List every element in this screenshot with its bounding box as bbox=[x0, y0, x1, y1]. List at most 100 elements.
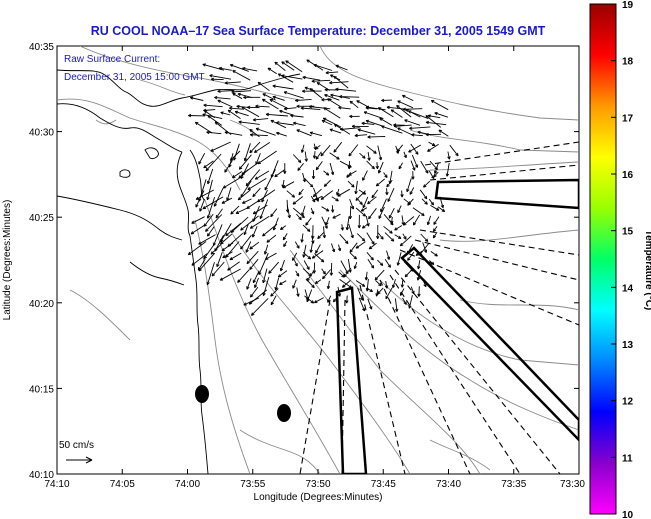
current-vector bbox=[407, 110, 429, 120]
current-vector bbox=[317, 232, 325, 240]
current-vector bbox=[282, 181, 295, 189]
current-vector bbox=[277, 73, 294, 83]
current-vector bbox=[384, 259, 391, 268]
current-vector bbox=[243, 143, 251, 162]
current-vector bbox=[429, 260, 435, 266]
current-vector bbox=[279, 259, 285, 272]
current-vector bbox=[217, 89, 234, 93]
current-vector bbox=[209, 74, 232, 80]
current-vector bbox=[367, 135, 386, 139]
current-vector bbox=[269, 98, 288, 109]
current-vector bbox=[433, 216, 440, 225]
current-vector bbox=[426, 215, 432, 226]
map-frame bbox=[56, 45, 580, 475]
current-vector bbox=[229, 150, 241, 161]
current-vector bbox=[406, 244, 414, 255]
current-vector bbox=[321, 268, 326, 275]
current-vector bbox=[439, 196, 445, 209]
current-vector bbox=[333, 141, 343, 153]
current-vector bbox=[213, 187, 224, 207]
current-vector bbox=[384, 280, 389, 289]
current-vector bbox=[241, 106, 260, 118]
current-vector bbox=[386, 179, 393, 188]
current-vector bbox=[368, 242, 377, 250]
colorbar-tick-label: 13 bbox=[622, 340, 634, 351]
current-vector bbox=[224, 81, 241, 85]
current-vector bbox=[255, 104, 270, 108]
current-vector bbox=[367, 298, 373, 310]
y-tick-label: 40:35 bbox=[29, 42, 54, 53]
current-vector bbox=[377, 287, 384, 295]
current-vector bbox=[329, 128, 342, 134]
current-vector bbox=[420, 160, 429, 174]
current-vector bbox=[408, 295, 413, 309]
current-vector bbox=[354, 133, 368, 138]
y-tick-label: 40:15 bbox=[29, 384, 54, 395]
current-vector bbox=[393, 124, 412, 128]
current-vector bbox=[322, 117, 342, 128]
scale-label: 50 cm/s bbox=[59, 440, 94, 451]
current-vector bbox=[210, 243, 222, 255]
y-tick-label: 40:25 bbox=[29, 213, 54, 224]
current-vector bbox=[367, 196, 377, 205]
current-vector bbox=[304, 177, 314, 188]
current-vector bbox=[377, 145, 383, 161]
current-vector bbox=[202, 196, 224, 210]
buoy-marker bbox=[195, 385, 209, 403]
current-vector bbox=[308, 105, 331, 110]
current-vector bbox=[199, 198, 206, 212]
current-vector bbox=[358, 199, 363, 206]
current-vector bbox=[251, 226, 258, 238]
colorbar-tick-label: 19 bbox=[622, 0, 634, 11]
current-vector bbox=[272, 84, 294, 90]
current-vector bbox=[227, 232, 244, 247]
current-vector bbox=[447, 151, 451, 160]
current-vector bbox=[349, 114, 360, 119]
current-vector bbox=[187, 241, 207, 256]
current-vector bbox=[312, 188, 322, 198]
current-vector bbox=[409, 187, 415, 195]
current-vector bbox=[206, 262, 215, 286]
current-vector bbox=[190, 224, 206, 235]
current-vector bbox=[205, 214, 223, 232]
y-axis-label: Latitude (Degrees:Minutes) bbox=[2, 200, 13, 321]
current-vector bbox=[340, 127, 360, 131]
colorbar-tick-label: 10 bbox=[622, 510, 634, 519]
current-vector bbox=[374, 269, 385, 281]
current-vector bbox=[231, 90, 252, 94]
current-vector bbox=[329, 81, 349, 85]
current-vector bbox=[309, 241, 314, 253]
current-vector bbox=[315, 244, 321, 254]
current-vector bbox=[237, 92, 253, 98]
current-vector bbox=[410, 160, 416, 171]
current-vector bbox=[296, 287, 300, 297]
current-vector bbox=[335, 64, 348, 71]
colorbar-tick-label: 17 bbox=[622, 113, 634, 124]
current-vector bbox=[198, 252, 216, 272]
current-vector bbox=[348, 205, 352, 220]
y-tick-label: 40:30 bbox=[29, 128, 54, 139]
current-vector bbox=[221, 197, 233, 204]
current-vector bbox=[438, 129, 449, 137]
current-vector bbox=[283, 106, 297, 111]
current-vector bbox=[304, 151, 308, 162]
current-vector bbox=[206, 196, 216, 219]
current-vector bbox=[320, 144, 331, 157]
current-vector bbox=[357, 128, 376, 135]
current-vector bbox=[358, 297, 366, 312]
current-vector bbox=[338, 106, 351, 110]
current-vector bbox=[390, 109, 403, 118]
current-vector bbox=[415, 250, 423, 256]
current-vector bbox=[355, 241, 366, 249]
current-vector bbox=[243, 297, 260, 306]
current-vector bbox=[390, 216, 394, 224]
current-vector bbox=[341, 280, 351, 288]
current-vector bbox=[362, 196, 369, 209]
current-vector bbox=[349, 242, 358, 253]
current-vector bbox=[432, 225, 438, 232]
current-vector bbox=[314, 195, 323, 201]
current-vector bbox=[296, 129, 312, 137]
current-vector bbox=[428, 141, 436, 147]
colorbar-label: Temperature (°C) bbox=[643, 230, 651, 311]
current-vector bbox=[249, 141, 261, 154]
